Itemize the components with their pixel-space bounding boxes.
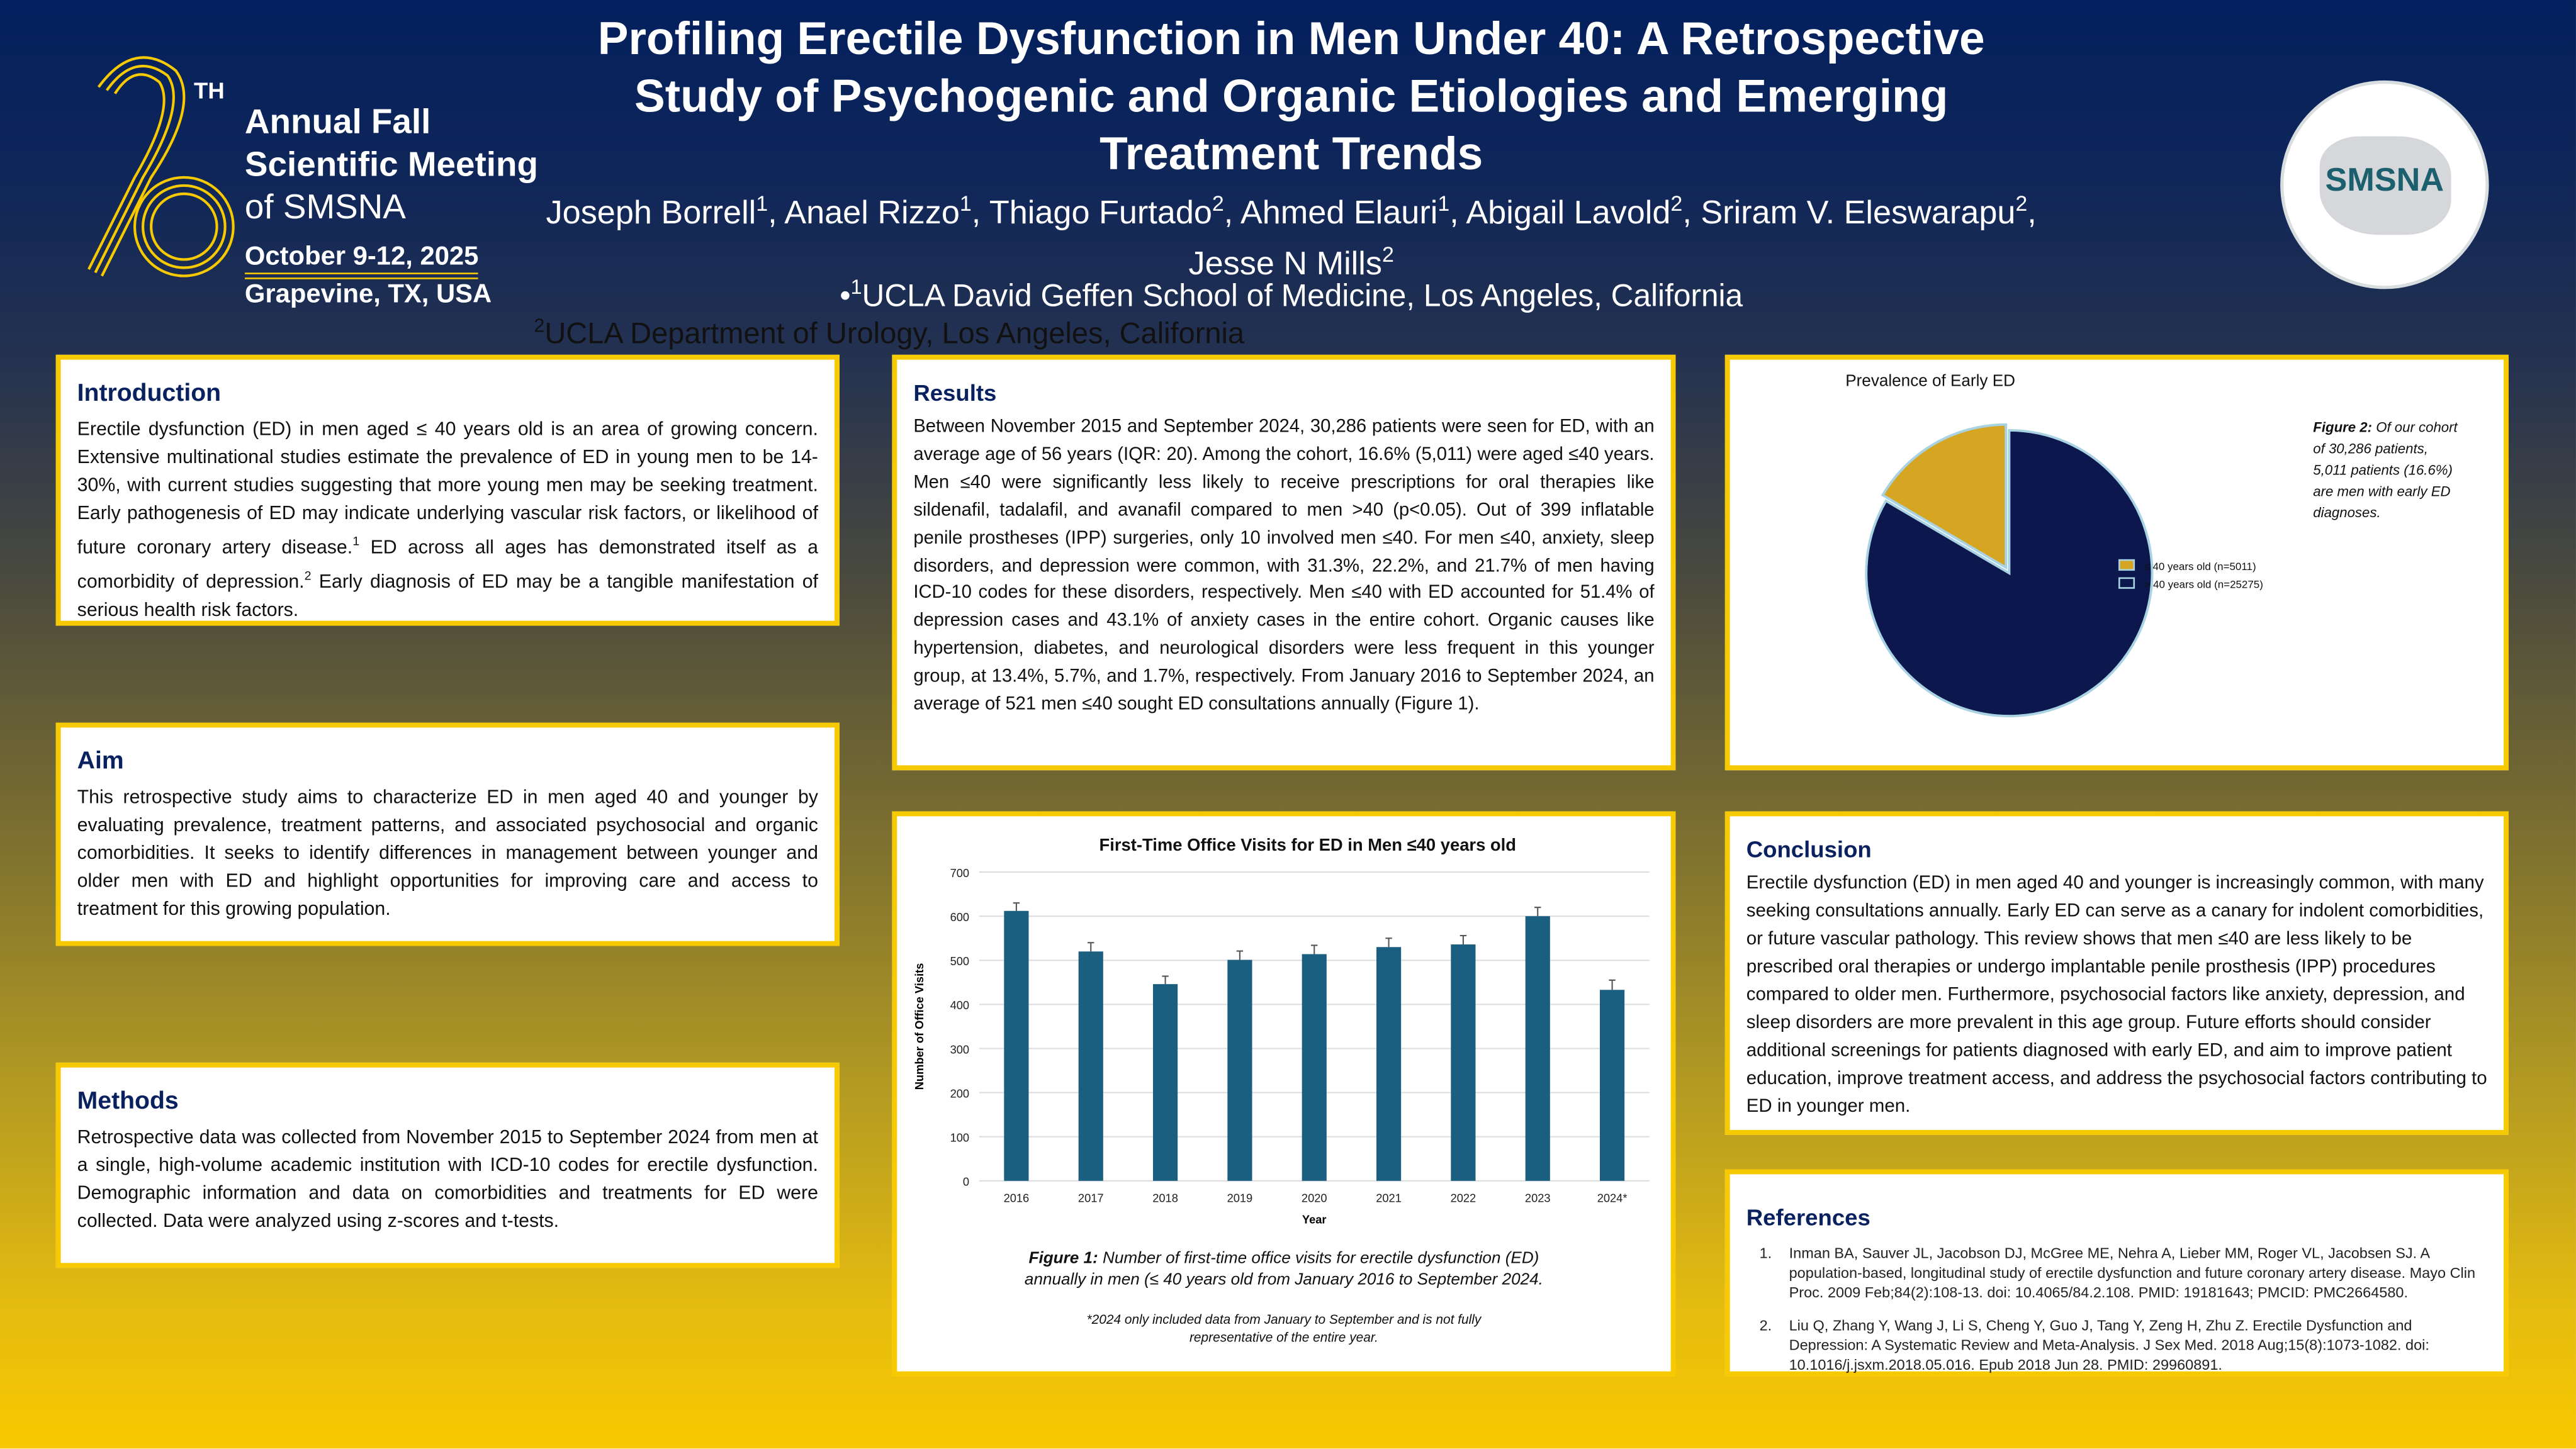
figure-2-caption: Figure 2: Of our cohort of 30,286 patien… [2313, 418, 2458, 521]
pie-slice [1865, 428, 2154, 718]
y-tick-label: 100 [950, 1131, 969, 1144]
north-america-map-icon [2319, 136, 2451, 235]
bar [1451, 944, 1476, 1181]
conclusion-heading: Conclusion [1746, 836, 1872, 863]
legend-swatch [2118, 559, 2135, 571]
legend-label: ≤ 40 years old (n=5011) [2144, 561, 2256, 573]
author: Abigail Lavold2 [1466, 190, 1683, 232]
chart-title: Prevalence of Early ED [1845, 371, 2015, 389]
bar [1599, 990, 1625, 1181]
introduction-text: Erectile dysfunction (ED) in men aged ≤ … [77, 418, 818, 620]
pie-chart: Prevalence of Early ED ≤ 40 years old (n=… [1845, 371, 2263, 718]
introduction-section: Introduction Erectile dysfunction (ED) i… [55, 354, 840, 626]
x-tick-label: 2016 [1004, 1192, 1030, 1205]
y-tick-label: 200 [950, 1087, 969, 1100]
bar [1227, 959, 1252, 1181]
x-tick-label: 2017 [1078, 1192, 1104, 1205]
x-tick-label: 2020 [1302, 1192, 1327, 1205]
legend-label: > 40 years old (n=25275) [2144, 578, 2263, 590]
results-text: Between November 2015 and September 2024… [913, 417, 1655, 715]
author: Anael Rizzo1 [784, 190, 972, 232]
conference-line2: Scientific Meeting [244, 146, 538, 184]
figure-2: Prevalence of Early ED ≤ 40 years old (n=… [1724, 354, 2509, 771]
bar [1525, 916, 1550, 1181]
y-tick-label: 0 [963, 1175, 969, 1189]
reference-item: Inman BA, Sauver JL, Jacobson DJ, McGree… [1776, 1243, 2487, 1302]
affiliation-1: •1UCLA David Geffen School of Medicine, … [840, 276, 1743, 315]
x-tick-label: 2022 [1451, 1192, 1476, 1205]
x-axis-label: Year [1302, 1213, 1327, 1226]
author: Sriram V. Eleswarapu2 [1701, 190, 2028, 232]
y-tick-label: 600 [950, 910, 969, 924]
author: Jesse N Mills2 [1188, 242, 1394, 283]
bar [1004, 910, 1029, 1181]
references-section: References Inman BA, Sauver JL, Jacobson… [1724, 1169, 2509, 1377]
y-axis-label: Number of Office Visits [913, 963, 926, 1090]
conference-suffix: TH [194, 77, 225, 104]
x-tick-label: 2023 [1525, 1192, 1551, 1205]
aim-text: This retrospective study aims to charact… [77, 786, 818, 920]
x-tick-label: 2024* [1597, 1192, 1628, 1205]
bar [1302, 954, 1327, 1181]
author-list: Joseph Borrell1, Anael Rizzo1, Thiago Fu… [546, 190, 2037, 283]
figure-1-caption: Figure 1: Number of first-time office vi… [1024, 1250, 1543, 1290]
conclusion-section: Conclusion Erectile dysfunction (ED) in … [1724, 811, 2509, 1135]
results-heading: Results [913, 379, 997, 406]
figure-1-note: *2024 only included data from January to… [1086, 1312, 1482, 1345]
methods-heading: Methods [77, 1087, 179, 1116]
bar [1152, 984, 1178, 1181]
x-tick-label: 2019 [1227, 1192, 1253, 1205]
y-tick-label: 400 [950, 999, 969, 1012]
smsna-abbr: SMSNA [2325, 162, 2444, 199]
bar [1078, 951, 1103, 1181]
conference-line3: of SMSNA [244, 189, 406, 227]
conference-line1: Annual Fall [244, 103, 431, 142]
affiliation-2: 2UCLA Department of Urology, Los Angeles… [534, 315, 1245, 350]
x-tick-label: 2021 [1376, 1192, 1402, 1205]
figure-1: First-Time Office Visits for ED in Men ≤… [892, 811, 1676, 1377]
methods-section: Methods Retrospective data was collected… [55, 1062, 840, 1268]
aim-heading: Aim [77, 747, 124, 776]
references-heading: References [1746, 1204, 1870, 1231]
author: Ahmed Elauri1 [1240, 190, 1450, 232]
bar [1376, 947, 1402, 1181]
conference-dates: October 9-12, 2025 [244, 243, 479, 279]
reference-list: Inman BA, Sauver JL, Jacobson DJ, McGree… [1746, 1243, 2487, 1375]
bar-chart: First-Time Office Visits for ED in Men ≤… [913, 835, 1650, 1226]
reference-item: Liu Q, Zhang Y, Wang J, Li S, Cheng Y, G… [1776, 1316, 2487, 1375]
poster-title: Profiling Erectile Dysfunction in Men Un… [597, 13, 1985, 179]
number-26-logo-icon [87, 56, 235, 277]
y-tick-label: 300 [950, 1043, 969, 1056]
x-tick-label: 2018 [1152, 1192, 1178, 1205]
chart-title: First-Time Office Visits for ED in Men ≤… [1100, 835, 1516, 854]
pie-slice [1881, 423, 2008, 570]
aim-section: Aim This retrospective study aims to cha… [55, 722, 840, 946]
methods-text: Retrospective data was collected from No… [77, 1126, 818, 1232]
affiliation-1-text: UCLA David Geffen School of Medicine, Lo… [862, 279, 1743, 315]
conclusion-text: Erectile dysfunction (ED) in men aged 40… [1746, 873, 2487, 1117]
y-tick-label: 700 [950, 866, 969, 880]
author: Thiago Furtado2 [989, 190, 1224, 232]
results-section: Results Between November 2015 and Septem… [892, 354, 1676, 771]
conference-location: Grapevine, TX, USA [244, 281, 492, 309]
y-tick-label: 500 [950, 954, 969, 968]
legend-swatch [2118, 577, 2135, 589]
introduction-heading: Introduction [77, 379, 222, 408]
affiliation-2-text: UCLA Department of Urology, Los Angeles,… [544, 316, 1245, 350]
author: Joseph Borrell1 [546, 190, 768, 232]
smsna-logo: SMSNA [2280, 80, 2489, 289]
